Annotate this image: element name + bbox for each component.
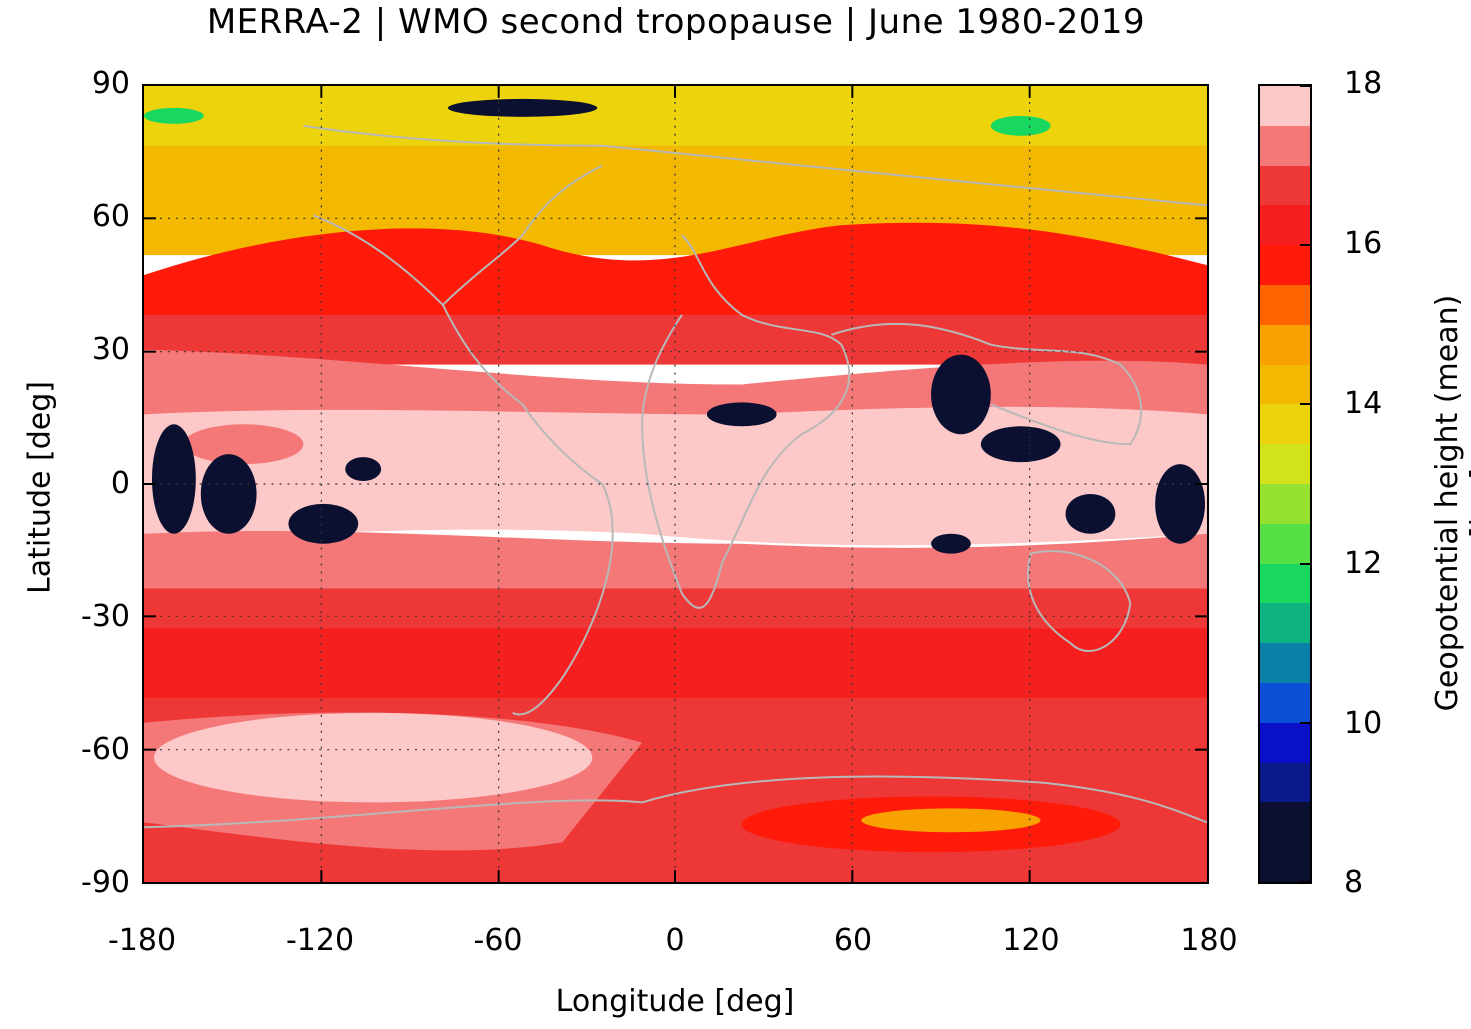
colorbar-segment — [1260, 801, 1310, 843]
region-arctic-low-2 — [144, 107, 204, 124]
colorbar-tick-label: 12 — [1344, 546, 1383, 581]
grid-lines — [144, 86, 1207, 882]
colorbar-segment — [1260, 204, 1310, 246]
y-tick-label: -90 — [81, 865, 130, 900]
colorbar-tick — [1300, 562, 1310, 565]
x-tick-label: -60 — [473, 923, 523, 958]
colorbar-segment — [1260, 483, 1310, 524]
x-tick-label: 60 — [833, 923, 873, 958]
x-tick-label: 0 — [665, 923, 685, 958]
colorbar-tick — [1300, 244, 1310, 247]
colorbar-segment — [1260, 244, 1310, 285]
region-high-south-pacific — [153, 712, 593, 803]
x-tick-label: 120 — [1002, 923, 1060, 958]
colorbar-segment — [1260, 324, 1310, 365]
x-tick-label: -180 — [107, 923, 177, 958]
colorbar-tick-label: 18 — [1344, 66, 1383, 101]
band-jet-south — [144, 628, 1207, 698]
heatmap-field — [144, 86, 1207, 882]
chart-title: MERRA-2 | WMO second tropopause | June 1… — [206, 2, 1146, 42]
y-tick-label: 60 — [91, 199, 130, 234]
y-tick-label: -30 — [81, 599, 130, 634]
colorbar-tick — [1300, 721, 1310, 724]
colorbar-segment — [1260, 364, 1310, 405]
y-tick-label: -60 — [81, 732, 130, 767]
y-tick-label: 30 — [91, 332, 130, 367]
colorbar-tick — [1300, 403, 1310, 406]
colorbar-tick-label: 14 — [1344, 386, 1383, 421]
colorbar-segment — [1260, 125, 1310, 166]
band-midlat-north — [144, 222, 1207, 345]
colorbar-segment — [1260, 86, 1310, 126]
colorbar-segment — [1260, 841, 1310, 882]
colorbar-segment — [1260, 642, 1310, 683]
x-tick-label: 180 — [1180, 923, 1238, 958]
colorbar-segment — [1260, 722, 1310, 763]
colorbar-tick-label: 8 — [1344, 865, 1364, 900]
tropical-missing-patches — [151, 354, 1206, 554]
y-axis-title: Latitude [deg] — [22, 381, 58, 594]
x-axis-title: Longitude [deg] — [555, 984, 795, 1019]
x-tick-label: -120 — [285, 923, 355, 958]
band-subtrop-south — [144, 530, 1207, 594]
colorbar-segment — [1260, 523, 1310, 564]
colorbar-tick — [1300, 86, 1310, 87]
tick-marks — [144, 86, 1207, 882]
colorbar-segment — [1260, 165, 1310, 206]
colorbar-tick-label: 16 — [1344, 226, 1383, 261]
region-arctic-low-3 — [990, 115, 1051, 136]
colorbar-segment — [1260, 443, 1310, 484]
y-tick-label: 90 — [91, 66, 130, 101]
region-arctic-low-1 — [447, 98, 598, 117]
map-plot-area — [142, 84, 1209, 884]
colorbar-title: Geopotential height (mean) [km] — [1430, 294, 1471, 712]
colorbar-tick — [1300, 881, 1310, 882]
region-east-pacific-high — [183, 424, 304, 465]
coastlines — [144, 124, 1207, 829]
colorbar-segment — [1260, 563, 1310, 604]
colorbar-segment — [1260, 284, 1310, 325]
colorbar-segment — [1260, 762, 1310, 803]
colorbar-segment — [1260, 602, 1310, 644]
colorbar — [1258, 84, 1312, 884]
colorbar-segment — [1260, 682, 1310, 723]
colorbar-segment — [1260, 403, 1310, 445]
y-tick-label: 0 — [110, 466, 130, 501]
colorbar-tick-label: 10 — [1344, 706, 1383, 741]
region-antarctic-min — [861, 808, 1041, 833]
